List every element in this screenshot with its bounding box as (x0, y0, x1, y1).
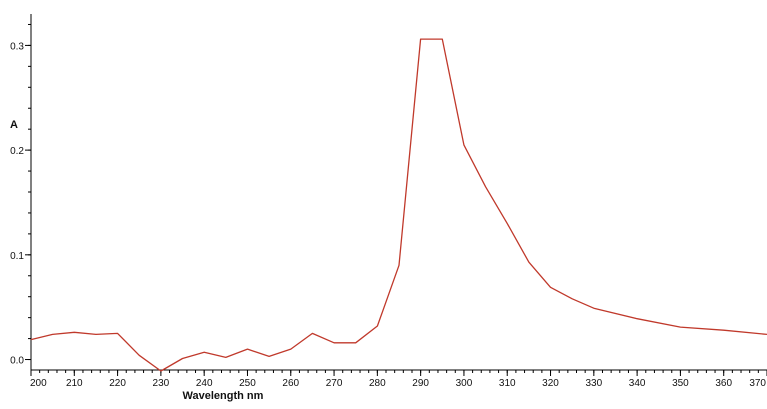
y-tick-label: 0.0 (10, 356, 24, 367)
x-tick-label: 240 (196, 378, 213, 389)
x-tick-label: 250 (239, 378, 256, 389)
y-tick-label: 0.2 (10, 146, 24, 157)
x-tick-label: 210 (66, 378, 83, 389)
x-tick-label: 320 (542, 378, 559, 389)
y-tick-label: 0.1 (10, 251, 24, 262)
x-tick-label: 310 (499, 378, 516, 389)
x-tick-label: 280 (369, 378, 386, 389)
x-tick-label: 360 (715, 378, 732, 389)
axes: 0.0 0.1 0.2 0.3 200 210 220 230 240 250 260 270 280 2… (10, 14, 767, 389)
y-axis-label: A (10, 119, 18, 131)
x-tick-label: 200 (30, 378, 47, 389)
x-tick-label: 290 (412, 378, 429, 389)
y-tick-label: 0.3 (10, 41, 24, 52)
series-layer (30, 38, 767, 372)
x-tick-label: 370 (749, 378, 766, 389)
x-tick-label: 270 (326, 378, 343, 389)
x-tick-label: 230 (153, 378, 170, 389)
x-axis-label: Wavelength nm (183, 390, 264, 402)
x-tick-label: 220 (109, 378, 126, 389)
spectrum-line (30, 38, 767, 372)
x-tick-label: 350 (672, 378, 689, 389)
x-tick-label: 300 (456, 378, 473, 389)
x-tick-label: 340 (629, 378, 646, 389)
x-tick-label: 260 (282, 378, 299, 389)
x-tick-label: 330 (585, 378, 602, 389)
